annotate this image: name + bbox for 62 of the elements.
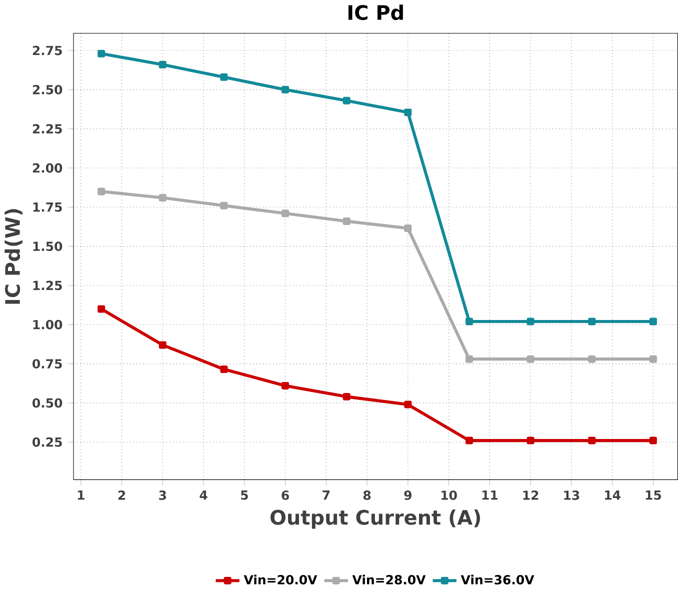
- y-tick-label: 2.25: [32, 124, 62, 134]
- x-tick-label: 2: [118, 490, 126, 500]
- legend-label: Vin=28.0V: [352, 574, 426, 585]
- y-tick-label: 0.25: [32, 437, 62, 447]
- x-tick-label: 14: [605, 490, 620, 500]
- x-tick-label: 3: [159, 490, 166, 500]
- y-tick-label: 0.50: [32, 398, 62, 408]
- point: [404, 224, 412, 232]
- point: [220, 366, 228, 374]
- point: [342, 218, 350, 226]
- x-tick-label: 6: [282, 490, 289, 500]
- point: [220, 73, 228, 81]
- x-tick-label: 8: [363, 490, 371, 500]
- point: [526, 318, 534, 326]
- point: [342, 392, 350, 400]
- y-tick-label: 2.00: [32, 163, 62, 173]
- y-tick-label: 2.50: [32, 85, 62, 94]
- point: [588, 436, 596, 444]
- point: [466, 318, 473, 326]
- point: [158, 194, 166, 202]
- x-tick-label: 7: [322, 490, 330, 500]
- point: [282, 210, 290, 218]
- legend-label: Vin=20.0V: [244, 574, 318, 585]
- x-tick-label: 13: [564, 490, 580, 500]
- point: [158, 60, 166, 68]
- x-tick-label: 4: [200, 490, 208, 500]
- point: [526, 355, 534, 363]
- x-tick-label: 12: [523, 490, 538, 500]
- point: [649, 318, 657, 326]
- point: [220, 202, 228, 210]
- y-tick-label: 1.50: [33, 242, 62, 252]
- x-axis-title: Output Current (A): [270, 510, 480, 529]
- x-tick-label: 11: [482, 490, 498, 500]
- point: [649, 355, 657, 363]
- x-tick-label: 15: [646, 490, 661, 500]
- x-tick-label: 1: [78, 490, 84, 500]
- point: [526, 436, 534, 444]
- point: [404, 400, 412, 408]
- point: [649, 436, 657, 444]
- point: [404, 108, 412, 116]
- y-tick-label: 1.25: [33, 280, 62, 290]
- y-axis-title: IC Pd(W): [4, 209, 22, 304]
- point: [98, 50, 106, 58]
- point: [342, 96, 350, 104]
- x-tick-label: 9: [404, 490, 412, 500]
- point: [282, 382, 290, 390]
- point: [282, 86, 290, 94]
- point: [98, 305, 106, 313]
- point: [588, 355, 596, 363]
- y-tick-label: 1.75: [33, 202, 62, 212]
- point: [588, 318, 596, 326]
- point: [98, 188, 106, 196]
- legend-label: Vin=36.0V: [460, 574, 534, 585]
- y-tick-label: 1.00: [33, 320, 62, 330]
- point: [158, 341, 166, 349]
- point: [466, 436, 473, 444]
- chart-title: IC Pd: [348, 4, 403, 20]
- x-tick-label: 5: [241, 490, 248, 500]
- y-tick-label: 2.75: [32, 46, 62, 56]
- point: [466, 355, 473, 363]
- y-tick-label: 0.75: [32, 359, 62, 369]
- x-tick-label: 10: [442, 490, 457, 500]
